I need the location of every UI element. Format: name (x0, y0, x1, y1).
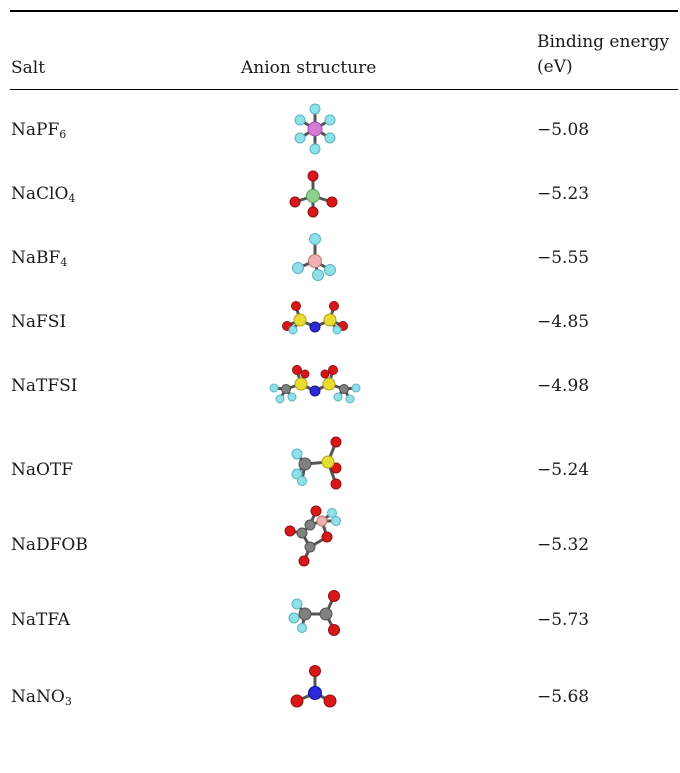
binding-energy-value: −5.23 (537, 184, 590, 204)
table-row: NaBF4 −5.55 (0, 228, 680, 288)
salt-name: NaDFOB (11, 535, 88, 555)
table-row: NaOTF −5.24 (0, 436, 680, 500)
table-row: NaTFSI −4.98 (0, 356, 680, 416)
dfob-anion-icon (260, 503, 370, 575)
table-row: NaPF6 −5.08 (0, 100, 680, 160)
no3-anion-icon (260, 655, 370, 727)
binding-energy-value: −5.68 (537, 687, 590, 707)
binding-energy-value: −4.85 (537, 312, 590, 332)
header-binding-energy-line1: Binding energy (537, 32, 670, 52)
salt-name: NaTFSI (11, 376, 78, 396)
table-header-rule (10, 89, 678, 90)
table-row: NaDFOB −5.32 (0, 505, 680, 575)
binding-energy-value: −5.73 (537, 610, 590, 630)
salt-name: NaOTF (11, 460, 74, 480)
pf6-anion-icon (260, 100, 370, 160)
binding-energy-value: −5.32 (537, 535, 590, 555)
table-row: NaFSI −4.85 (0, 292, 680, 352)
clo4-anion-icon (260, 164, 370, 224)
binding-energy-value: −5.55 (537, 248, 590, 268)
table-top-rule (10, 10, 678, 12)
header-anion-structure: Anion structure (241, 58, 377, 78)
binding-energy-value: −5.24 (537, 460, 590, 480)
salt-name: NaTFA (11, 610, 70, 630)
salt-name: NaPF6 (11, 120, 67, 141)
bf4-anion-icon (260, 228, 370, 288)
salt-name: NaFSI (11, 312, 67, 332)
salt-name: NaBF4 (11, 248, 68, 269)
salt-name: NaNO3 (11, 687, 72, 708)
header-salt: Salt (11, 58, 46, 78)
table-row: NaClO4 −5.23 (0, 164, 680, 224)
tfa-anion-icon (260, 578, 370, 650)
fsi-anion-icon (260, 292, 370, 352)
salt-name: NaClO4 (11, 184, 76, 205)
table-row: NaNO3 −5.68 (0, 665, 680, 727)
otf-anion-icon (260, 426, 370, 500)
header-binding-energy-unit: (eV) (537, 57, 573, 77)
tfsi-anion-icon (260, 356, 370, 416)
header-binding-energy: Binding energy (eV) (537, 30, 669, 80)
binding-energy-value: −5.08 (537, 120, 590, 140)
table-row: NaTFA −5.73 (0, 590, 680, 650)
binding-energy-value: −4.98 (537, 376, 590, 396)
